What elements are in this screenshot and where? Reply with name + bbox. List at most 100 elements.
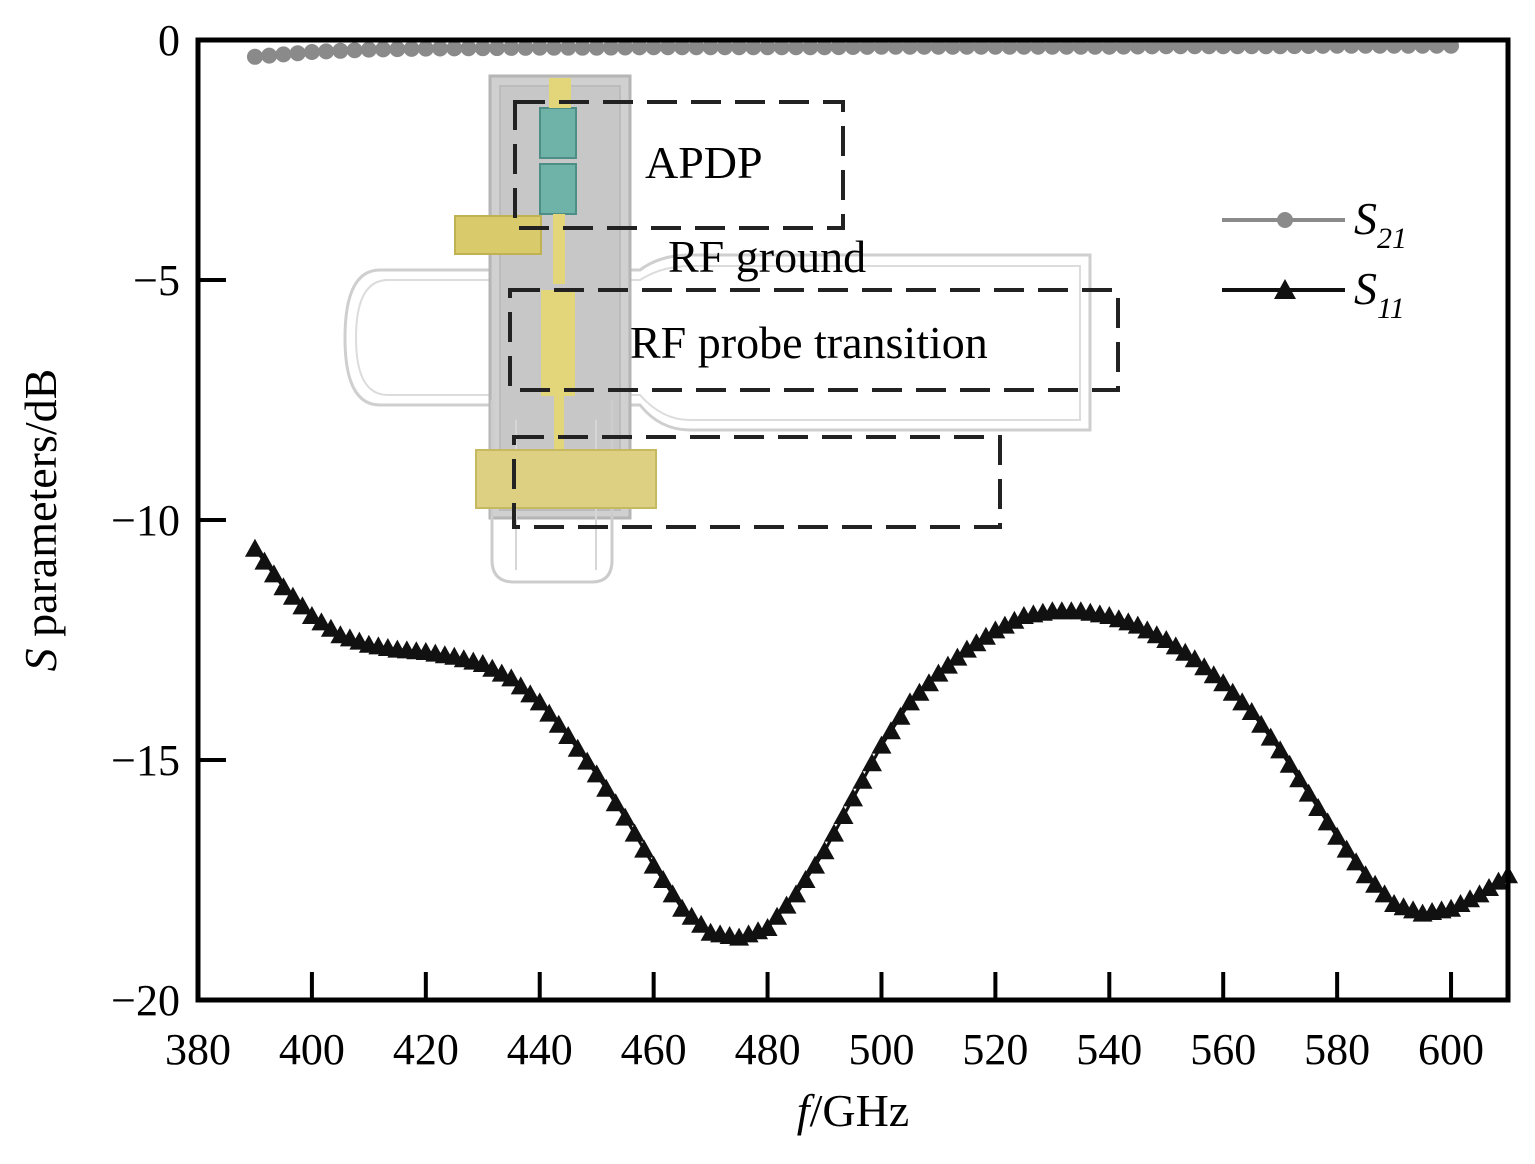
series-s11-point-35 (577, 751, 598, 770)
x-axis-ticks: 380 400 420 440 460 480 500 520 540 560 580 600 (165, 972, 1484, 1074)
series-s21-point-54 (1015, 38, 1032, 55)
series-s11-point-42 (643, 855, 664, 874)
series-s11-point-1 (254, 551, 275, 570)
series-s11-point-78 (985, 620, 1006, 639)
x-tick-label-380: 380 (165, 1025, 231, 1074)
series-s21-point-56 (1044, 38, 1061, 55)
series-s11-point-105 (1241, 702, 1262, 720)
x-tick-label-600: 600 (1418, 1025, 1484, 1074)
series-s21-point-44 (873, 38, 890, 55)
y-tick-label--10: −10 (111, 496, 180, 545)
series-s21-point-0 (246, 48, 263, 65)
series-s11-point-96 (1156, 630, 1177, 648)
series-s11-point-117 (1355, 865, 1376, 884)
series-s11-point-73 (937, 655, 958, 674)
series-s21-point-13 (432, 40, 449, 57)
series-s21-point-8 (360, 41, 377, 58)
series-s11-point-111 (1298, 783, 1319, 802)
bias-pad-left (454, 215, 542, 255)
series-s11-point-74 (947, 647, 968, 666)
legend-s21-label: S21 (1354, 193, 1407, 255)
series-s11-point-127 (1450, 894, 1471, 912)
x-axis-title: f/GHz (797, 1085, 909, 1136)
series-s11-point-41 (634, 839, 655, 858)
series-s11-point-130 (1479, 878, 1500, 896)
series-s21-point-32 (702, 39, 719, 56)
y-tick-label--15: −15 (111, 736, 180, 785)
series-s21-point-9 (375, 41, 392, 58)
series-s21-point-58 (1072, 38, 1089, 55)
series-s11-point-56 (776, 895, 797, 914)
x-tick-label-560: 560 (1190, 1025, 1256, 1074)
series-s21-point-1 (261, 47, 278, 64)
series-s11-point-30 (529, 692, 550, 711)
series-s11-point-110 (1289, 769, 1310, 788)
annotation-rf-probe: RF probe transition (630, 317, 988, 368)
series-s11-point-40 (624, 823, 645, 842)
series-s11-point-76 (966, 633, 987, 652)
series-s21-point-26 (617, 39, 634, 56)
y-axis-ticks: 0 −5 −10 −15 −20 (111, 16, 226, 1025)
series-s11-point-119 (1374, 884, 1395, 903)
series-s21-point-16 (474, 40, 491, 57)
x-tick-label-540: 540 (1076, 1025, 1142, 1074)
y-tick-label--20: −20 (111, 976, 180, 1025)
legend-s21-marker (1277, 212, 1293, 228)
series-s11-point-128 (1460, 889, 1481, 908)
series-s11-point-116 (1346, 852, 1367, 871)
series-s21-point-14 (446, 40, 463, 57)
legend-s11-marker (1274, 279, 1296, 299)
x-tick-label-440: 440 (507, 1025, 573, 1074)
series-s11-point-33 (558, 726, 579, 744)
series-s11-point-70 (909, 682, 930, 701)
probe-line-low (554, 396, 564, 456)
series-s21-point-22 (560, 39, 577, 56)
series-s11-point-71 (918, 673, 939, 692)
x-tick-label-420: 420 (393, 1025, 459, 1074)
series-s21-point-6 (332, 42, 349, 59)
series-s21-point-34 (731, 39, 748, 56)
series-s21-point-36 (759, 39, 776, 56)
series-s11-point-62 (833, 806, 854, 824)
series-s11-point-99 (1184, 649, 1205, 668)
series-s11-point-2 (263, 564, 284, 583)
series-s11-point-64 (852, 770, 873, 789)
series-s11-point-126 (1441, 898, 1462, 917)
x-tick-label-480: 480 (735, 1025, 801, 1074)
series-s11-point-131 (1488, 871, 1509, 890)
series-s21-point-30 (674, 39, 691, 56)
series-s11-point-55 (767, 906, 788, 925)
rf-ground-pad (475, 449, 657, 509)
rf-ground-dashed-box (512, 435, 1002, 529)
series-s21-point-12 (417, 40, 434, 57)
series-s21-point-27 (631, 39, 648, 56)
series-s21-point-31 (688, 39, 705, 56)
series-s21-point-46 (901, 38, 918, 55)
series-s21-point-47 (916, 38, 933, 55)
x-tick-label-460: 460 (621, 1025, 687, 1074)
series-s21-point-41 (830, 39, 847, 56)
series-s11-point-112 (1308, 798, 1329, 816)
rf-probe-dashed-box (508, 288, 1120, 392)
series-s11-point-31 (539, 703, 560, 722)
series-s11-point-63 (843, 788, 863, 807)
series-s11-point-79 (994, 615, 1015, 634)
series-s11-point-8 (320, 618, 341, 637)
series-s11-point-4 (282, 586, 303, 605)
series-s11-point-108 (1270, 740, 1291, 759)
apdp-diode-bottom (539, 163, 577, 215)
series-s11-point-103 (1222, 682, 1243, 701)
series-s11-point-118 (1365, 874, 1386, 893)
x-tick-label-500: 500 (848, 1025, 914, 1074)
series-s21-point-38 (788, 39, 805, 56)
series-s11-point-97 (1165, 636, 1186, 655)
series-s11-point-0 (244, 538, 265, 557)
series-s11-point-39 (615, 807, 636, 826)
series-s21-point-28 (645, 39, 662, 56)
legend-s11-label: S11 (1354, 263, 1405, 325)
series-s21-point-23 (574, 39, 591, 56)
series-s11-point-77 (975, 626, 996, 645)
series-s11-point-46 (681, 906, 702, 925)
series-s21-point-21 (545, 39, 562, 56)
